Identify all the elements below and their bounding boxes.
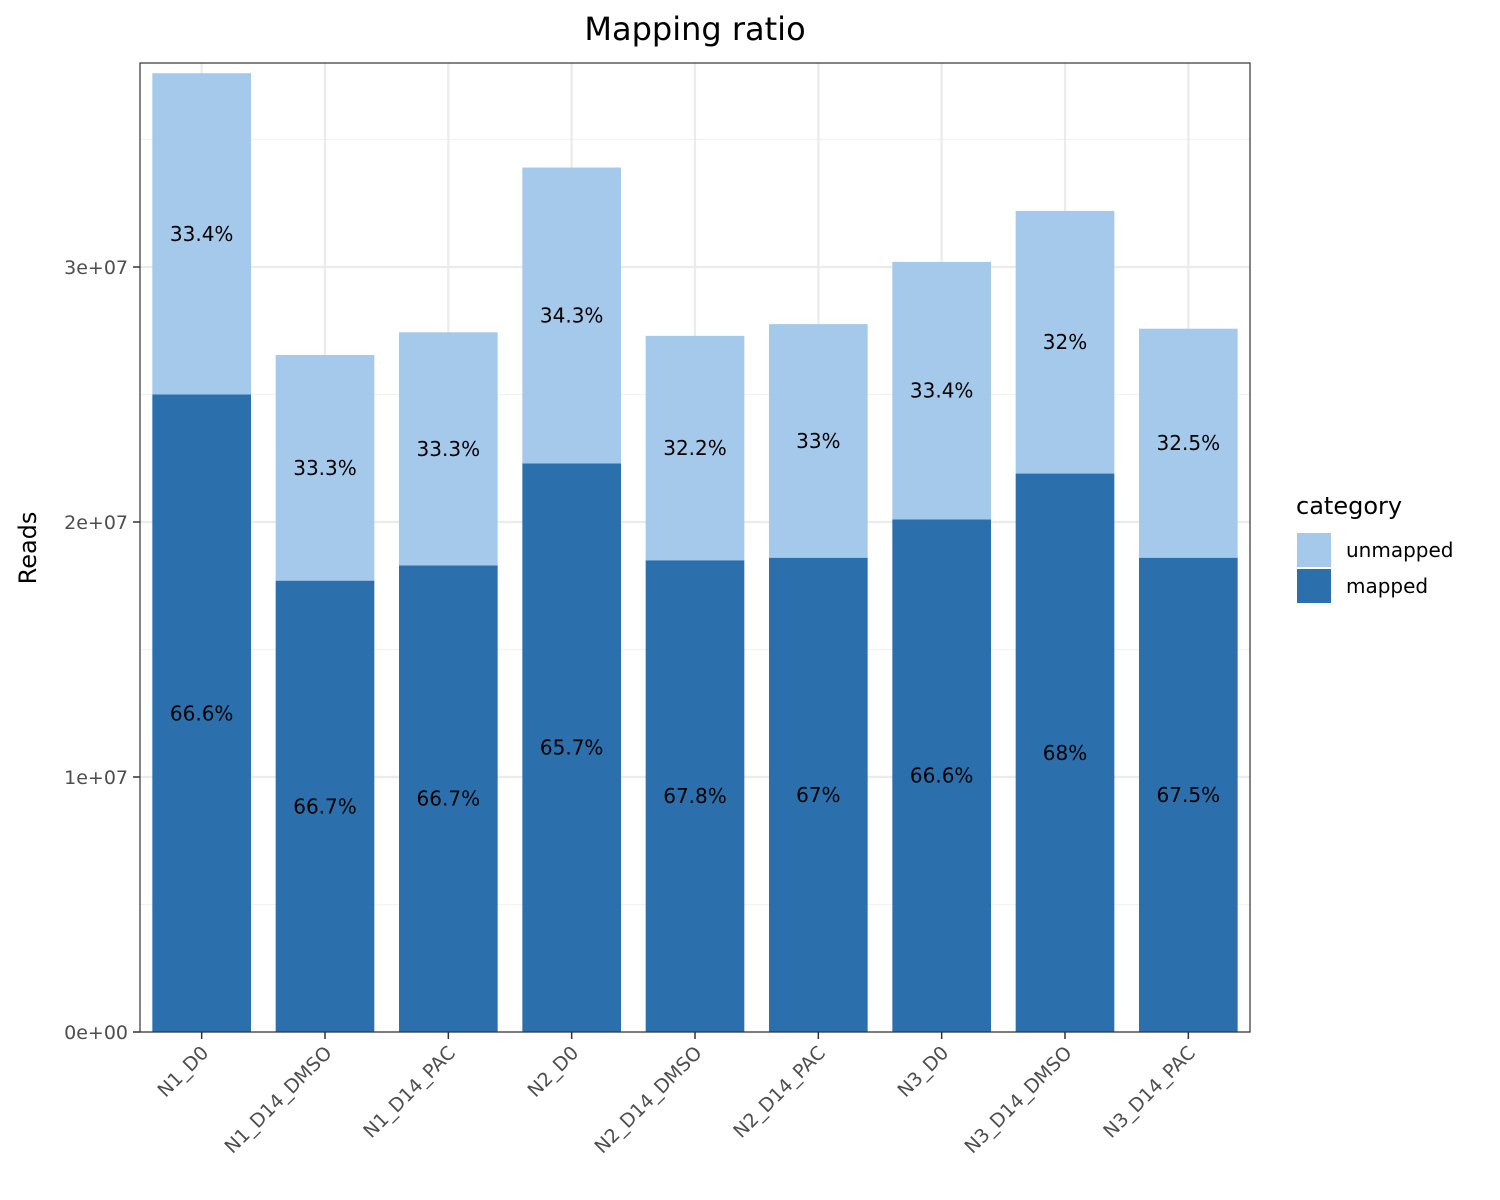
legend-title: category (1296, 492, 1402, 520)
x-tick-label: N2_D14_DMSO (590, 1042, 706, 1158)
bar-label-mapped: 66.7% (417, 787, 481, 811)
chart-title: Mapping ratio (584, 10, 805, 48)
bar-label-unmapped: 33.3% (293, 456, 357, 480)
bar-label-unmapped: 32% (1043, 330, 1087, 354)
bar-label-unmapped: 33.4% (170, 222, 234, 246)
x-tick-label: N3_D0 (893, 1042, 953, 1102)
bar-unmapped-N1_D14_DMSO (275, 354, 375, 581)
bar-mapped-N2_D14_DMSO (645, 560, 745, 1032)
bar-unmapped-N2_D0 (522, 167, 621, 464)
y-tick-label: 3e+07 (64, 257, 128, 279)
bar-label-mapped: 67% (796, 783, 840, 807)
y-tick-label: 2e+07 (64, 512, 128, 534)
bar-label-mapped: 66.7% (293, 794, 357, 818)
bar-label-mapped: 67.5% (1157, 783, 1221, 807)
legend-label-unmapped: unmapped (1346, 538, 1453, 562)
bar-mapped-N1_D0 (152, 394, 251, 1032)
bar-label-mapped: 66.6% (170, 701, 234, 725)
legend-key-unmapped (1297, 533, 1331, 567)
x-tick-label: N3_D14_DMSO (960, 1042, 1076, 1158)
bar-unmapped-N2_D14_PAC (769, 324, 868, 558)
bar-unmapped-N3_D14_DMSO (1015, 210, 1115, 474)
bar-mapped-N2_D0 (522, 463, 621, 1033)
bar-mapped-N1_D14_PAC (399, 565, 498, 1032)
bar-unmapped-N3_D14_PAC (1139, 328, 1238, 558)
legend-key-mapped (1297, 569, 1331, 603)
bar-mapped-N1_D14_DMSO (275, 580, 375, 1032)
legend: category unmapped mapped (1296, 492, 1453, 603)
y-tick-label: 0e+00 (64, 1022, 128, 1044)
bar-mapped-N3_D14_DMSO (1015, 473, 1115, 1032)
legend-label-mapped: mapped (1346, 574, 1428, 598)
bar-label-unmapped: 34.3% (540, 303, 604, 327)
y-axis-title: Reads (14, 512, 42, 585)
x-tick-label: N1_D0 (153, 1042, 213, 1102)
bar-label-unmapped: 33% (796, 429, 840, 453)
bar-label-unmapped: 33.4% (910, 379, 974, 403)
bar-unmapped-N1_D14_PAC (399, 332, 498, 566)
x-tick-label: N2_D0 (523, 1042, 583, 1102)
bar-label-mapped: 65.7% (540, 736, 604, 760)
bar-label-unmapped: 33.3% (417, 437, 481, 461)
x-tick-label: N1_D14_DMSO (220, 1042, 336, 1158)
x-tick-label: N1_D14_PAC (359, 1042, 460, 1143)
bar-label-unmapped: 32.5% (1157, 431, 1221, 455)
bar-unmapped-N2_D14_DMSO (645, 335, 745, 561)
bar-mapped-N3_D14_PAC (1139, 557, 1238, 1032)
x-tick-label: N3_D14_PAC (1099, 1042, 1200, 1143)
bar-label-mapped: 67.8% (663, 784, 727, 808)
plot-area: 66.6% 33.4% 66.7% 33.3% 66.7% 33.3% 65.7% 34.3%… (64, 62, 1251, 1158)
bar-unmapped-N3_D0 (892, 261, 991, 520)
bar-label-unmapped: 32.2% (663, 436, 727, 460)
bar-label-mapped: 66.6% (910, 764, 974, 788)
x-tick-label: N2_D14_PAC (729, 1042, 830, 1143)
bar-mapped-N3_D0 (892, 519, 991, 1032)
y-tick-label: 1e+07 (64, 767, 128, 789)
bar-unmapped-N1_D0 (152, 73, 251, 395)
bar-mapped-N2_D14_PAC (769, 557, 868, 1032)
bar-label-mapped: 68% (1043, 741, 1087, 765)
